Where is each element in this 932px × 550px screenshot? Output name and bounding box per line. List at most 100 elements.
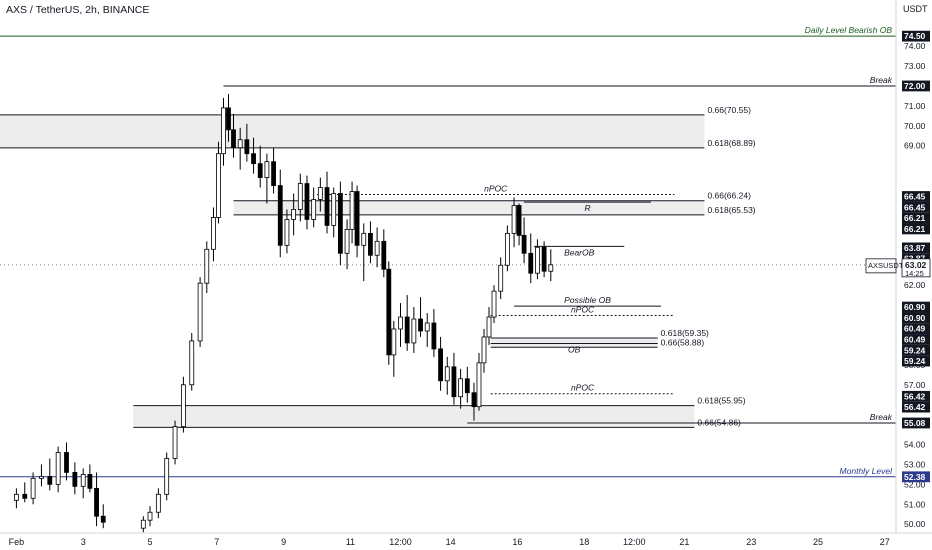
- candle-body: [284, 219, 290, 246]
- candle: [464, 366, 470, 403]
- price-badge: [902, 242, 930, 254]
- price-badge-label: 52.38: [904, 472, 926, 482]
- price-badge-label: 60.90: [904, 313, 926, 323]
- x-tick-label: 12:00: [389, 537, 412, 547]
- candle-body: [277, 185, 283, 246]
- level-label: 0.618(59.35): [661, 328, 709, 338]
- candle-body: [80, 473, 86, 487]
- price-badge-label: 60.49: [904, 334, 926, 344]
- price-badge: [902, 191, 930, 202]
- candle-body: [498, 264, 504, 292]
- currency-label: USDT: [903, 4, 928, 14]
- level-label: 0.66(58.88): [661, 337, 705, 347]
- candle-body: [172, 426, 178, 459]
- level-label: Break: [870, 412, 893, 422]
- candle: [368, 221, 373, 264]
- candle: [297, 173, 303, 222]
- candle-body: [476, 362, 482, 408]
- symbol-label: AXSUSDT: [868, 261, 904, 270]
- candle: [87, 464, 93, 493]
- candle: [418, 297, 423, 337]
- price-badge: [902, 417, 930, 429]
- candle-body: [180, 384, 186, 427]
- price-badge: [902, 344, 930, 356]
- candle-body: [438, 348, 443, 382]
- y-axis: 50.0051.0052.0053.0054.0057.0058.0062.00…: [865, 0, 931, 533]
- price-badge: [902, 223, 930, 235]
- x-tick-label: 11: [346, 537, 355, 547]
- candle-body: [516, 205, 522, 236]
- candle: [271, 147, 276, 194]
- level-label: BearOB: [564, 247, 595, 257]
- candle-body: [548, 264, 554, 272]
- candle-body: [521, 234, 527, 254]
- price-badge: [902, 30, 930, 42]
- candle-body: [317, 187, 323, 200]
- y-tick-label: 71.00: [904, 101, 926, 111]
- candle-body: [444, 366, 450, 382]
- candle: [317, 177, 323, 212]
- price-badge: [902, 401, 930, 413]
- candle-body: [100, 515, 106, 523]
- price-badge-label: 66.21: [904, 224, 926, 234]
- candle-body: [164, 458, 170, 495]
- candle-body: [189, 340, 195, 386]
- candle-body: [204, 248, 210, 284]
- candle-body: [291, 209, 297, 220]
- level-label: nPOC: [484, 184, 508, 194]
- candle-body: [55, 452, 61, 485]
- x-tick-label: 21: [679, 537, 689, 547]
- y-tick-label: 50.00: [904, 519, 926, 529]
- price-badge: [902, 334, 930, 345]
- candle: [349, 181, 355, 244]
- candle: [476, 352, 482, 411]
- candle: [304, 175, 310, 230]
- candle: [164, 452, 170, 501]
- candle: [516, 203, 522, 246]
- price-badge-label: 59.24: [904, 356, 926, 366]
- candle: [284, 209, 290, 254]
- x-axis: Feb 3 5 7 9 11 12:00 14 16 18 12:00 21 23 25 27: [0, 532, 932, 547]
- candle-body: [216, 153, 221, 218]
- candle: [189, 332, 195, 391]
- candle: [451, 352, 457, 405]
- chart-title: AXS / TetherUS, 2h, BINANCE: [6, 4, 150, 16]
- candle: [458, 368, 464, 409]
- candle-body: [72, 472, 78, 487]
- candle: [331, 187, 337, 238]
- price-badge-label: 66.45: [904, 192, 926, 202]
- candle: [535, 239, 540, 280]
- candle: [486, 307, 492, 345]
- candle: [231, 113, 236, 158]
- candle: [257, 145, 263, 188]
- x-tick-label: 16: [512, 537, 522, 547]
- candle-body: [368, 232, 373, 256]
- candle-body: [155, 493, 161, 513]
- candle: [211, 207, 216, 262]
- candle-body: [464, 378, 470, 394]
- symbol-badge: [865, 258, 897, 274]
- candle-body: [211, 217, 216, 250]
- candle: [481, 328, 487, 373]
- candle: [197, 277, 203, 347]
- candle: [277, 169, 283, 258]
- level-label: 0.66(54.86): [697, 417, 741, 427]
- candle-body: [404, 316, 410, 344]
- level-label: 0.66(66.24): [707, 191, 751, 201]
- candle: [386, 261, 392, 365]
- candle-body: [221, 107, 226, 155]
- candle-body: [64, 452, 69, 473]
- price-badge-label: 66.45: [904, 202, 926, 212]
- countdown-label: 14:25: [905, 269, 924, 278]
- candle-body: [344, 228, 350, 254]
- candle: [541, 241, 547, 278]
- level-label: 0.618(55.95): [697, 396, 745, 406]
- candle-body: [94, 487, 99, 517]
- candle: [424, 313, 430, 347]
- candle-body: [87, 473, 93, 489]
- candle-body: [251, 153, 256, 165]
- candle-body: [197, 282, 203, 342]
- price-badge: [902, 301, 930, 313]
- y-tick-label: 70.00: [904, 121, 926, 131]
